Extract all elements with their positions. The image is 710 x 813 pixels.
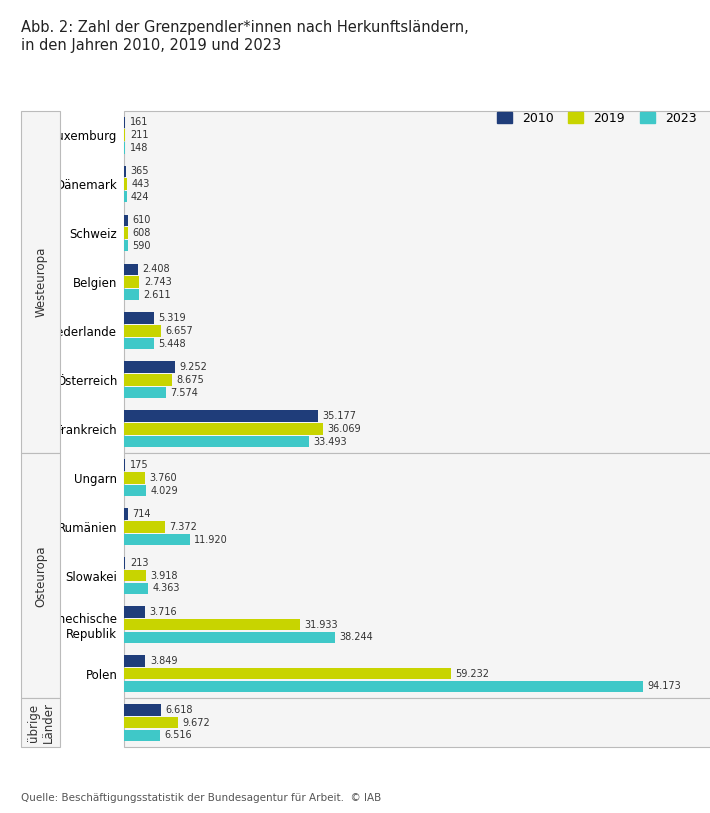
Bar [124, 166, 126, 177]
Text: 35.177: 35.177 [322, 411, 356, 421]
Bar [124, 411, 318, 422]
Bar [124, 116, 125, 128]
Text: 424: 424 [131, 192, 150, 202]
Bar [124, 557, 126, 569]
Text: 6.516: 6.516 [165, 730, 192, 741]
Text: 714: 714 [133, 509, 151, 519]
Bar [124, 362, 175, 373]
Bar [124, 338, 154, 350]
Text: Westeuropa: Westeuropa [34, 247, 48, 317]
Text: 9.252: 9.252 [180, 362, 207, 372]
Bar [124, 570, 146, 581]
Bar [124, 423, 323, 435]
Bar [124, 632, 335, 643]
Bar [124, 289, 138, 301]
Text: Osteuropa: Osteuropa [34, 545, 48, 606]
Text: 590: 590 [132, 241, 151, 250]
Text: 8.675: 8.675 [177, 375, 204, 385]
Text: 36.069: 36.069 [327, 424, 361, 434]
Text: 59.232: 59.232 [455, 668, 489, 679]
Text: 608: 608 [132, 228, 151, 238]
Text: 94.173: 94.173 [648, 681, 682, 691]
Bar [124, 606, 145, 618]
Bar [124, 178, 126, 189]
Text: 7.372: 7.372 [169, 522, 197, 532]
Bar [124, 680, 643, 692]
Text: 3.849: 3.849 [150, 656, 178, 666]
Text: übrige
Länder: übrige Länder [27, 702, 55, 743]
Text: 33.493: 33.493 [313, 437, 347, 446]
Text: Abb. 2: Zahl der Grenzpendler*innen nach Herkunftsländern,
in den Jahren 2010, 2: Abb. 2: Zahl der Grenzpendler*innen nach… [21, 20, 469, 53]
Text: 2.611: 2.611 [143, 289, 170, 300]
Text: 365: 365 [131, 167, 149, 176]
Bar [124, 729, 160, 741]
Text: 610: 610 [132, 215, 151, 225]
Text: 5.319: 5.319 [158, 313, 185, 324]
Bar [124, 619, 300, 630]
Text: 213: 213 [130, 558, 148, 568]
Bar [124, 485, 146, 496]
Bar [124, 583, 148, 594]
Text: 38.244: 38.244 [339, 633, 373, 642]
Bar [124, 717, 178, 728]
Bar [124, 436, 309, 447]
Text: 148: 148 [129, 143, 148, 153]
Bar [124, 387, 166, 398]
Text: 2.408: 2.408 [142, 264, 170, 274]
Text: 7.574: 7.574 [170, 388, 198, 398]
Text: 11.920: 11.920 [195, 534, 228, 545]
Text: 161: 161 [129, 117, 148, 128]
FancyBboxPatch shape [124, 454, 710, 698]
Text: 443: 443 [131, 179, 150, 189]
Bar [124, 472, 145, 484]
Text: 175: 175 [130, 460, 148, 470]
Text: Quelle: Beschäftigungsstatistik der Bundesagentur für Arbeit.  © IAB: Quelle: Beschäftigungsstatistik der Bund… [21, 793, 381, 803]
Bar [124, 276, 139, 288]
Bar [124, 655, 146, 667]
Text: 6.657: 6.657 [165, 326, 193, 336]
Legend: 2010, 2019, 2023: 2010, 2019, 2023 [497, 112, 697, 125]
Text: 5.448: 5.448 [158, 339, 186, 349]
Bar [124, 459, 125, 471]
Text: 31.933: 31.933 [305, 620, 338, 630]
Bar [124, 191, 126, 202]
Text: 4.363: 4.363 [153, 584, 180, 593]
Text: 9.672: 9.672 [182, 718, 209, 728]
FancyBboxPatch shape [124, 698, 710, 747]
Bar [124, 228, 128, 239]
Text: 211: 211 [130, 130, 148, 140]
FancyBboxPatch shape [124, 111, 710, 454]
Text: 3.760: 3.760 [149, 473, 177, 483]
Bar [124, 521, 165, 533]
Text: 6.618: 6.618 [165, 705, 192, 715]
Bar [124, 325, 161, 337]
Bar [124, 129, 126, 141]
Bar [124, 668, 451, 680]
Bar [124, 263, 138, 275]
Text: 3.716: 3.716 [149, 607, 177, 617]
Bar [124, 215, 128, 226]
Bar [124, 374, 172, 385]
Bar [124, 142, 125, 154]
Bar [124, 508, 129, 520]
Bar [124, 312, 153, 324]
Text: 3.918: 3.918 [151, 571, 178, 580]
Bar [124, 240, 128, 251]
Bar [124, 704, 160, 715]
Text: 4.029: 4.029 [151, 485, 178, 496]
Text: 2.743: 2.743 [144, 277, 172, 287]
Bar [124, 534, 190, 546]
